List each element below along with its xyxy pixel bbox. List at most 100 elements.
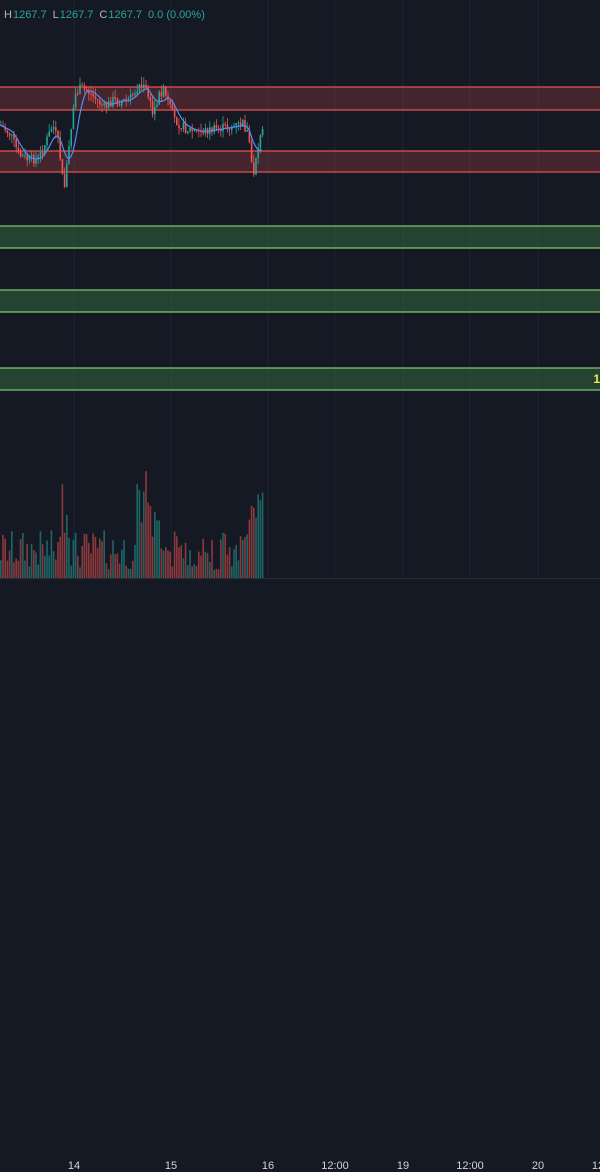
candle-body: [165, 87, 167, 96]
candle-body: [237, 122, 240, 124]
candle-body: [57, 131, 59, 138]
volume-bar: [94, 536, 97, 578]
candle-body: [103, 102, 105, 106]
support-zone: [0, 225, 600, 249]
volume-bar: [13, 562, 15, 578]
volume-bar: [74, 532, 77, 578]
moving-average-line: [0, 88, 262, 160]
candle-body: [169, 100, 171, 105]
volume-bar: [253, 508, 255, 578]
volume-bar: [211, 539, 213, 578]
candle-body: [154, 107, 156, 115]
time-axis-label: 20: [531, 1160, 545, 1172]
candle-body: [222, 123, 224, 132]
volume-bar: [184, 542, 187, 578]
candle-body: [44, 145, 46, 154]
candle-body: [118, 104, 121, 106]
volume-bar: [6, 560, 9, 578]
volume-bar: [70, 565, 72, 578]
candle-body: [74, 93, 77, 108]
price-tag: 1: [593, 372, 600, 386]
volume-bar: [160, 548, 163, 578]
volume-bar: [59, 536, 61, 578]
candle-body: [28, 156, 31, 161]
volume-bar: [4, 538, 6, 578]
volume-bar: [112, 540, 114, 578]
volume-bar: [180, 545, 182, 578]
volume-bar: [239, 536, 242, 578]
candle-body: [72, 107, 75, 130]
volume-bar: [259, 500, 262, 578]
volume-bar: [228, 547, 231, 578]
candle-body: [79, 84, 81, 94]
candle-body: [55, 127, 57, 132]
volume-bar: [101, 541, 103, 578]
volume-bar: [191, 566, 193, 578]
volume-bar: [24, 560, 26, 578]
candle-body: [193, 129, 196, 131]
candle-body: [8, 133, 11, 136]
volume-bar: [202, 538, 204, 578]
candle-body: [81, 84, 83, 86]
zone-layer: [0, 86, 600, 391]
candle-body: [160, 91, 163, 97]
candle-body: [33, 154, 35, 164]
volume-bar: [127, 568, 130, 578]
candle-body: [114, 96, 116, 99]
candle-body: [158, 91, 160, 105]
volume-layer: [0, 471, 264, 578]
candle-body: [22, 155, 24, 157]
volume-bar: [33, 550, 35, 578]
volume-bar: [52, 551, 55, 578]
volume-bar: [22, 532, 24, 578]
volume-bar: [35, 552, 37, 578]
candle-body: [202, 131, 204, 134]
candle-body: [41, 152, 44, 154]
candle-body: [213, 125, 215, 133]
volume-bar: [198, 551, 200, 578]
candle-body: [136, 91, 138, 94]
candle-body: [220, 128, 222, 132]
volume-bar: [242, 540, 244, 578]
candle-body: [83, 85, 86, 90]
candle-body: [35, 157, 37, 164]
volume-bar: [248, 519, 251, 578]
candle-body: [211, 127, 213, 133]
candle-body: [105, 102, 108, 108]
volume-bar: [39, 531, 42, 578]
volume-bar: [143, 491, 145, 578]
volume-bar: [96, 547, 99, 578]
volume-bar: [90, 553, 92, 578]
candle-body: [255, 158, 257, 175]
ma-layer: [0, 88, 262, 160]
candle-body: [94, 96, 97, 100]
volume-bar: [110, 554, 112, 578]
candle-body: [96, 99, 99, 101]
volume-bar: [149, 505, 152, 578]
resistance-zone: [0, 150, 600, 173]
candle-body: [187, 131, 189, 133]
candle-body: [149, 96, 152, 102]
volume-bar: [176, 536, 178, 578]
candle-body: [224, 123, 226, 125]
volume-bar: [169, 551, 171, 578]
chart-canvas[interactable]: [0, 0, 600, 600]
volume-bar: [28, 566, 31, 578]
time-axis[interactable]: 14 15 16 12:00 19 12:00 20 12: [0, 578, 600, 1172]
candle-body: [13, 134, 15, 140]
support-zone: [0, 289, 600, 313]
candle-body: [15, 139, 17, 148]
chart-svg[interactable]: [0, 0, 600, 600]
candle-body: [151, 101, 154, 115]
volume-bar: [213, 569, 215, 578]
candle-body: [19, 150, 22, 157]
volume-bar: [105, 563, 108, 578]
volume-bar: [15, 558, 17, 578]
candle-body: [215, 125, 218, 129]
candle-body: [92, 93, 94, 97]
candle-body: [191, 127, 193, 131]
volume-bar: [125, 565, 127, 578]
candle-body: [248, 130, 251, 143]
ohlc-legend: H1267.7 L1267.7 C1267.7 0.0 (0.00%): [4, 8, 211, 22]
candle-body: [235, 123, 237, 126]
